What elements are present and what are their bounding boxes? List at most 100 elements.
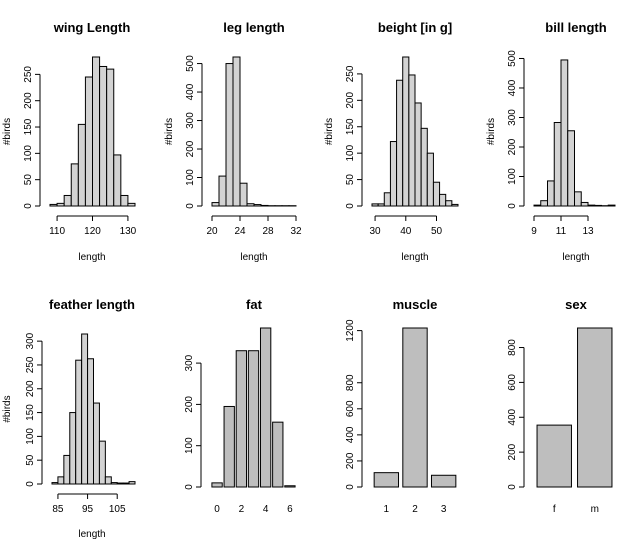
y-tick-label: 0	[507, 484, 518, 490]
histogram-bar	[98, 440, 106, 485]
y-axis-label: #birds	[164, 118, 175, 145]
y-tick-label: 300	[185, 112, 196, 129]
y-tick-label: 200	[507, 138, 518, 155]
histogram-bar	[607, 204, 616, 207]
y-tick-label: 0	[345, 203, 356, 209]
histogram-bar	[81, 333, 89, 485]
y-tick-label: 0	[25, 481, 36, 487]
y-tick-label: 0	[185, 203, 196, 209]
chart-title: leg length	[223, 20, 284, 35]
y-tick-label: 200	[507, 443, 518, 460]
chart-title: fat	[246, 297, 263, 312]
histogram-bar	[56, 202, 65, 207]
histogram-bar	[106, 68, 115, 207]
y-tick-label: 0	[23, 203, 34, 209]
chart-title: bill length	[545, 20, 606, 35]
x-tick-label: 2	[412, 504, 418, 515]
histogram-bar	[232, 56, 241, 207]
y-axis-label: #birds	[486, 118, 497, 145]
histogram-bar	[87, 358, 94, 485]
category-bar	[402, 327, 428, 488]
x-tick-label: 4	[263, 504, 269, 515]
histogram-bar	[451, 203, 459, 207]
x-tick-label: 3	[441, 504, 447, 515]
y-tick-label: 150	[25, 404, 36, 421]
y-tick-label: 100	[184, 437, 195, 454]
y-tick-label: 250	[23, 66, 34, 83]
chart-panel-7: muscle 1 2 3 0 200 400 600 800 1200	[345, 297, 457, 515]
histogram-bar	[260, 204, 269, 207]
histogram-bar	[432, 181, 441, 207]
histogram-bar	[587, 204, 596, 207]
histogram-bar	[383, 192, 391, 207]
chart-title: feather length	[49, 297, 135, 312]
histogram-bar	[533, 204, 542, 207]
category-bar	[259, 327, 272, 488]
histogram-bar	[116, 482, 124, 485]
histogram-bar	[253, 204, 262, 207]
x-tick-label: 0	[214, 504, 220, 515]
x-tick-label: m	[591, 504, 599, 515]
histogram-bar	[51, 482, 59, 485]
histogram-bar	[540, 200, 548, 207]
chart-title: muscle	[393, 297, 438, 312]
y-tick-label: 300	[184, 354, 195, 371]
y-tick-label: 0	[345, 484, 356, 490]
y-axis-label: #birds	[2, 395, 13, 422]
x-axis-label: length	[562, 252, 589, 263]
y-tick-label: 500	[185, 55, 196, 72]
y-axis-label: #birds	[2, 118, 13, 145]
histogram-bar	[445, 200, 453, 207]
histogram-bar	[70, 163, 79, 207]
y-tick-label: 100	[23, 145, 34, 162]
category-bar	[536, 424, 572, 488]
histogram-bar	[69, 412, 77, 485]
y-tick-label: 100	[185, 169, 196, 186]
y-tick-label: 400	[507, 79, 518, 96]
histogram-bar	[574, 191, 582, 207]
chart-panel-2: leg length 20 24 28 32 0 100 200 300 400 500 #birds…	[164, 20, 302, 263]
chart-panel-5: feather length 85 95 105 0 50 100 150 200 250 300 #…	[2, 297, 136, 540]
histogram-bar	[396, 79, 404, 207]
x-tick-label: 24	[234, 226, 246, 237]
histogram-bar	[211, 202, 220, 207]
y-tick-label: 50	[25, 454, 36, 466]
x-tick-label: 50	[431, 226, 443, 237]
x-axis-label: length	[240, 252, 267, 263]
histogram-bar	[75, 359, 83, 485]
x-tick-label: 130	[120, 226, 137, 237]
y-tick-label: 0	[184, 484, 195, 490]
x-axis-label: length	[78, 529, 105, 540]
x-tick-label: 9	[531, 226, 537, 237]
y-tick-label: 400	[507, 408, 518, 425]
x-tick-label: 28	[262, 226, 274, 237]
y-tick-label: 200	[25, 380, 36, 397]
category-bar	[284, 485, 296, 488]
histogram-bar	[580, 201, 589, 207]
x-tick-label: 20	[206, 226, 218, 237]
y-tick-label: 800	[507, 339, 518, 356]
histogram-bar	[218, 175, 227, 207]
x-tick-label: 13	[582, 226, 594, 237]
category-bar	[211, 482, 223, 488]
chart-title: sex	[565, 297, 587, 312]
y-tick-label: 300	[507, 109, 518, 126]
x-axis-label: length	[78, 252, 105, 263]
histogram-bar	[128, 481, 136, 485]
x-tick-label: 105	[109, 504, 126, 515]
histogram-bar	[77, 123, 86, 207]
x-tick-label: 6	[287, 504, 293, 515]
category-bar	[373, 472, 400, 488]
y-axis-label: #birds	[324, 118, 335, 145]
histogram-bar	[92, 56, 101, 207]
histogram-bar	[426, 152, 434, 207]
y-tick-label: 50	[23, 174, 34, 186]
category-bar	[577, 327, 613, 488]
category-bar	[223, 405, 235, 488]
y-tick-label: 200	[184, 396, 195, 413]
histogram-bar	[389, 141, 398, 207]
histogram-bar	[120, 194, 129, 207]
x-tick-label: 30	[370, 226, 382, 237]
x-tick-label: 120	[84, 226, 101, 237]
